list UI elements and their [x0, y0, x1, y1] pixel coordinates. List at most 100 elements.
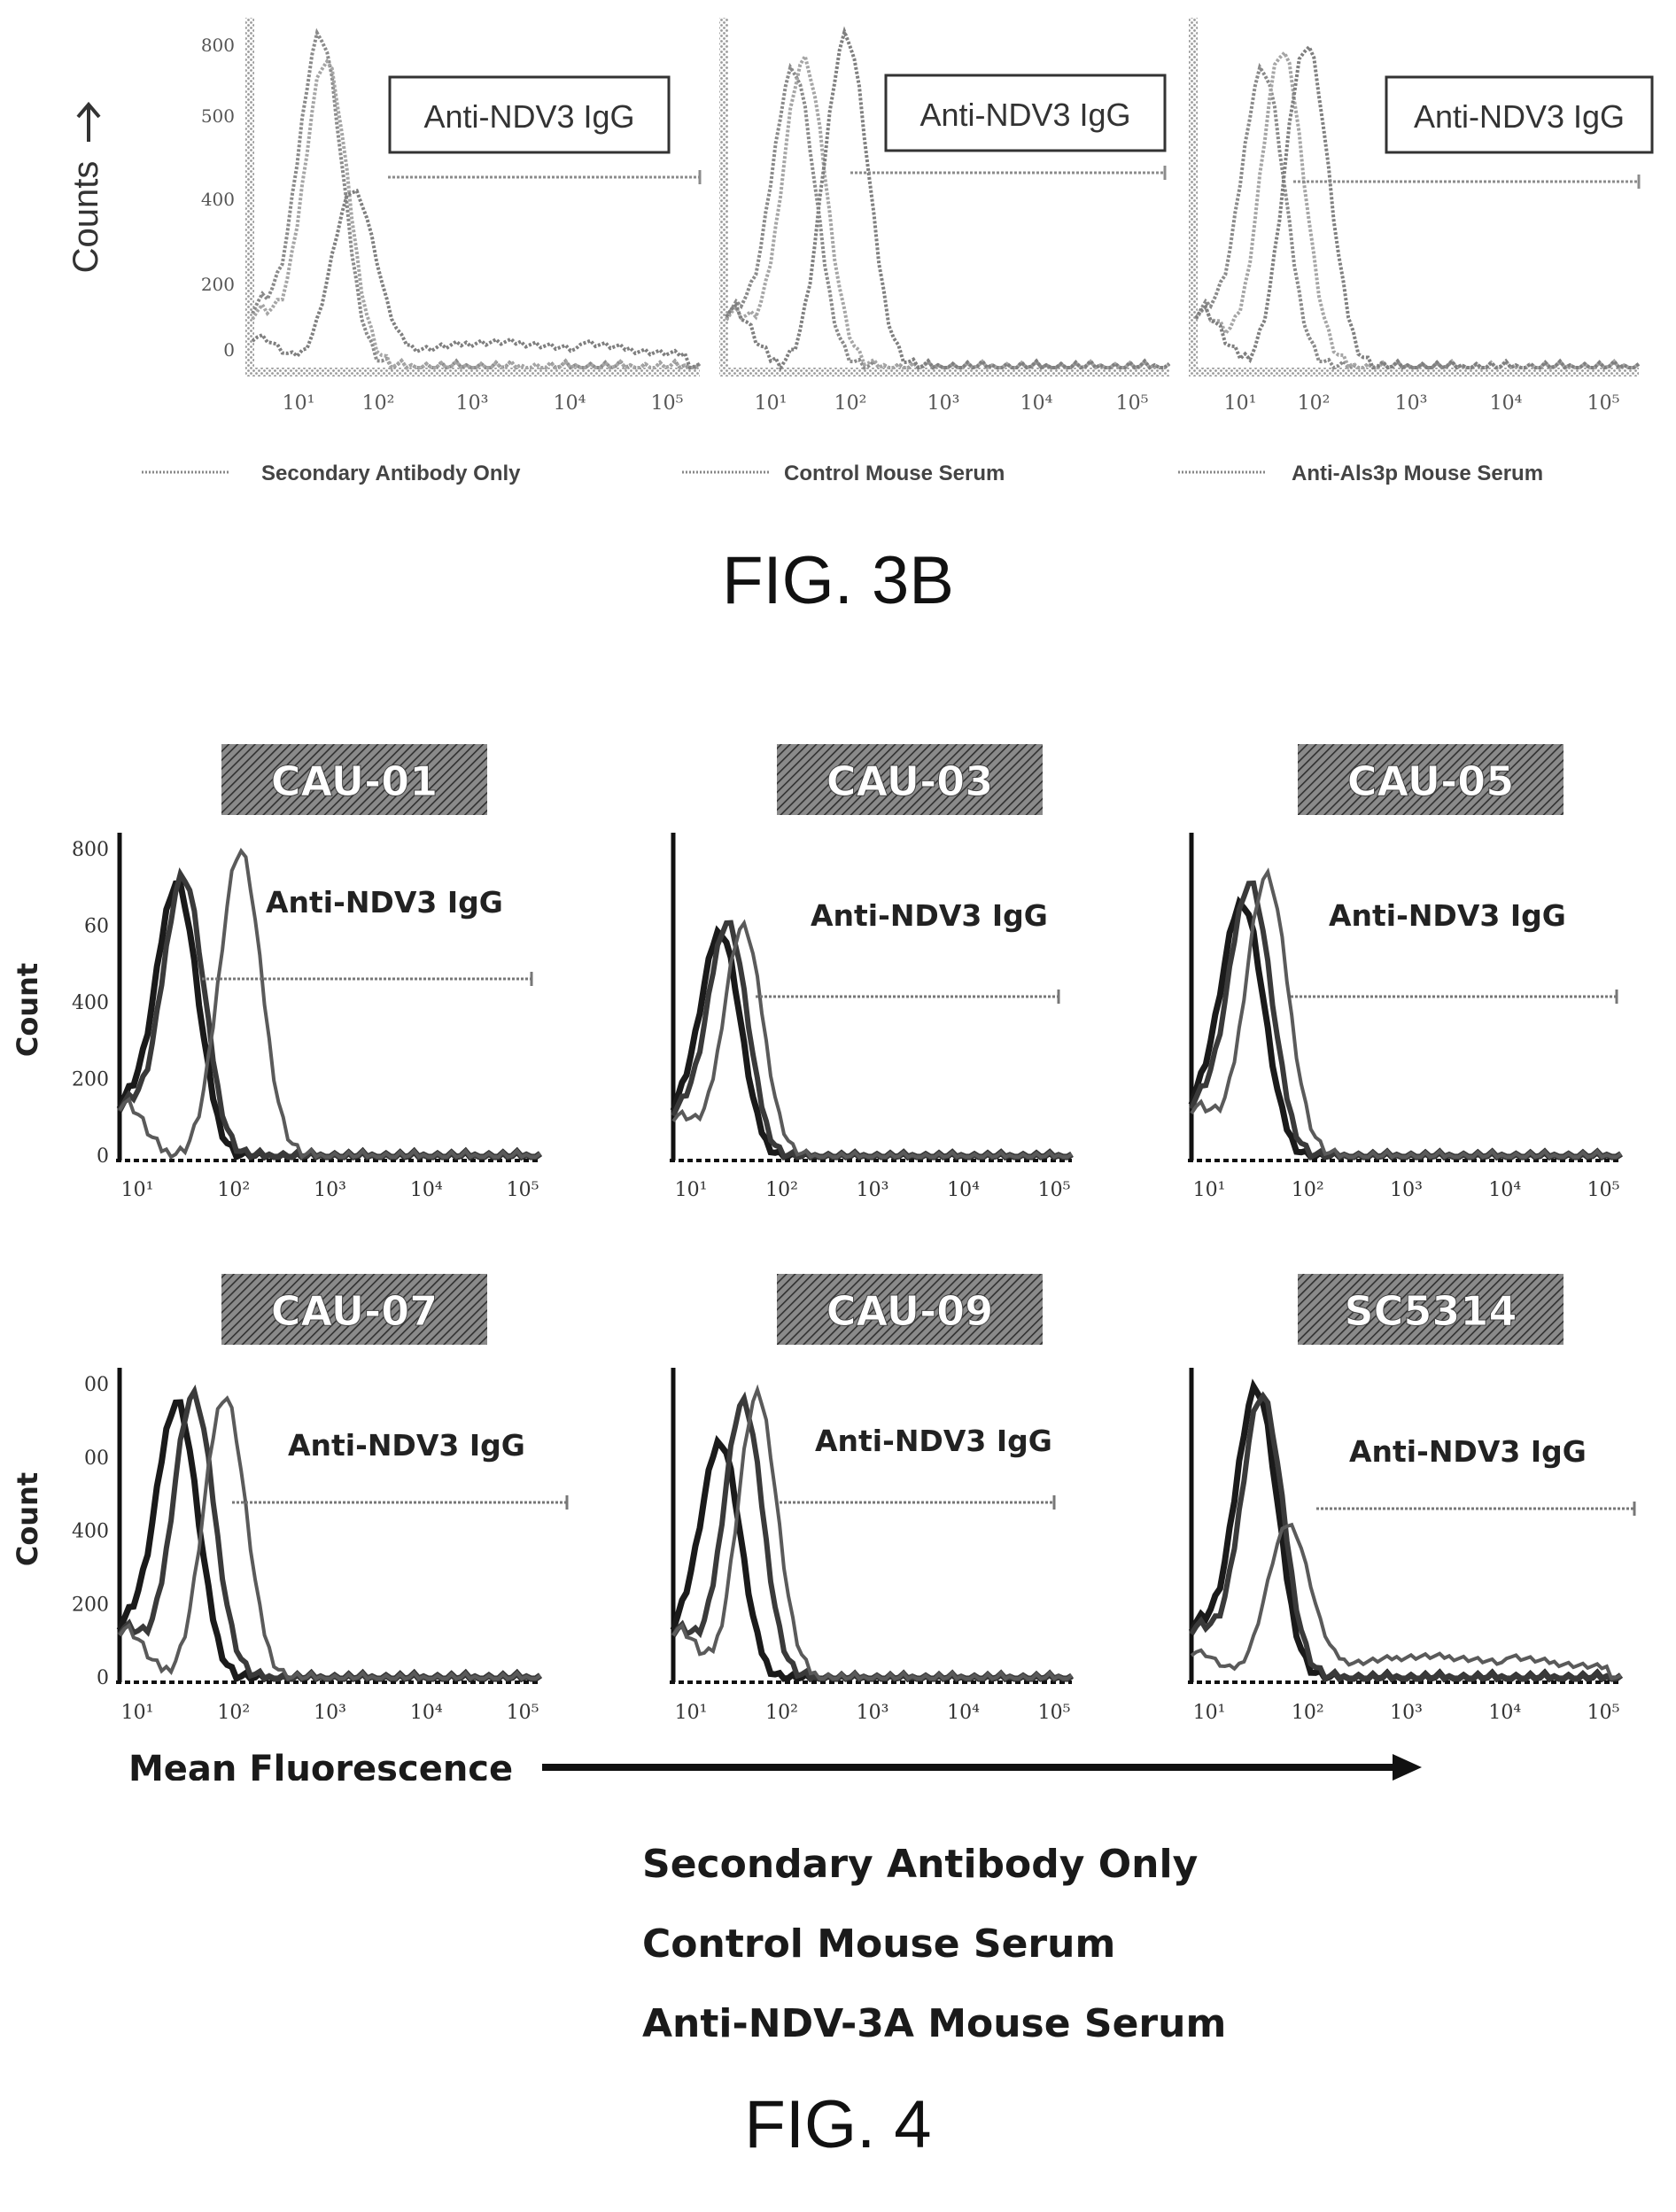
- fig3b-series-anti-als3p-mouse-serum: [1194, 43, 1641, 370]
- fig4-x-tick-label: 10³: [314, 1702, 346, 1724]
- fig3b-series-control-mouse-serum: [1194, 50, 1641, 370]
- fig3b-x-axis: [245, 368, 700, 376]
- fig4-panel-cau-01: CAU-01 Anti-NDV3 IgG 10¹ 10² 10³ 10⁴ 10⁵ 0 200 40…: [72, 744, 543, 1201]
- fig3b-y-tick-label: 200: [201, 274, 235, 295]
- fig3b-ylabel-arrow-icon: [76, 101, 101, 142]
- fig3b-y-tick-label: 500: [201, 105, 235, 127]
- fig4-ylabel-row2: Count: [11, 1472, 44, 1566]
- fig3b-legend-label: Control Mouse Serum: [784, 462, 1005, 485]
- fig4-x-tick-label: 10⁵: [1038, 1179, 1071, 1201]
- fig4-xlabel: Mean Fluorescence: [128, 1749, 513, 1781]
- fig3b-y-tick-label: 800: [201, 35, 235, 56]
- fig4-series-secondary-antibody-only: [670, 1434, 1074, 1683]
- fig4-series-anti-ndv-3a-mouse-serum: [671, 919, 1074, 1160]
- fig4-x-tick-label: 10¹: [1193, 1702, 1226, 1724]
- fig4-y-tick-label: 00: [84, 1374, 109, 1396]
- fig3b-series-secondary-antibody-only: [1194, 62, 1641, 370]
- fig4-x-tick-label: 10¹: [121, 1702, 154, 1724]
- fig4-x-tick-label: 10²: [1292, 1179, 1324, 1201]
- fig3b-x-axis: [719, 368, 1169, 376]
- fig4-x-tick-label: 10⁴: [410, 1702, 443, 1724]
- fig3b-y-axis: [245, 18, 254, 373]
- fig3b-gate-label: Anti-NDV3 IgG: [919, 97, 1130, 133]
- fig4-series-anti-ndv-3a-mouse-serum: [1190, 867, 1623, 1160]
- fig4-gate-label: Anti-NDV3 IgG: [811, 898, 1048, 933]
- fig3b-y-axis: [1189, 18, 1198, 373]
- fig3b-ylabel: Counts: [66, 161, 105, 274]
- fig4-figure: CAU-01 Anti-NDV3 IgG 10¹ 10² 10³ 10⁴ 10⁵ 0 200 40…: [11, 744, 1636, 1781]
- fig4-x-tick-label: 10¹: [675, 1179, 708, 1201]
- fig3b-x-tick-label: 10³: [927, 392, 960, 415]
- fig3b-x-tick-label: 10⁴: [554, 392, 586, 415]
- fig3b-y-tick-label: 400: [201, 189, 235, 210]
- fig4-x-tick-label: 10²: [765, 1702, 798, 1724]
- fig4-x-tick-label: 10⁵: [1587, 1179, 1620, 1201]
- fig4-x-tick-label: 10²: [217, 1179, 250, 1201]
- fig4-x-tick-label: 10¹: [675, 1702, 708, 1724]
- fig4-panel-title-box: [1298, 1274, 1563, 1345]
- fig3b-gate-box: [884, 74, 1167, 152]
- fig4-x-tick-label: 10³: [857, 1179, 889, 1201]
- fig4-panel-title: CAU-03: [826, 757, 993, 805]
- fig4-x-tick-label: 10²: [1292, 1702, 1324, 1724]
- fig4-x-tick-label: 10¹: [1193, 1179, 1226, 1201]
- fig3b-y-axis: [719, 18, 728, 373]
- fig3b-panel-3: Anti-NDV3 IgG 10¹ 10² 10³ 10⁴ 10⁵: [1189, 18, 1654, 415]
- fig4-series-secondary-antibody-only: [116, 880, 543, 1161]
- fig4-gate-label: Anti-NDV3 IgG: [266, 885, 503, 920]
- fig4-panel-title-box: [777, 1274, 1043, 1345]
- fig4-legend: Secondary Antibody Only Control Mouse Se…: [642, 1825, 1226, 2064]
- fig4-panel-title-box: [777, 744, 1043, 815]
- fig4-panel-title: CAU-07: [271, 1287, 438, 1335]
- fig4-x-tick-label: 10³: [314, 1179, 346, 1201]
- fig4-panel-title: CAU-01: [271, 757, 438, 805]
- fig3b-panel-1: Anti-NDV3 IgG 10¹ 10² 10³ 10⁴ 10⁵: [245, 18, 702, 415]
- fig4-y-tick-label: 0: [97, 1667, 109, 1689]
- fig3b-gate-label: Anti-NDV3 IgG: [423, 98, 634, 135]
- fig3b-series-control-mouse-serum: [251, 58, 702, 370]
- fig4-y-tick-label: 800: [72, 839, 109, 861]
- fig4-series-secondary-antibody-only: [1188, 1378, 1624, 1683]
- fig4-label: FIG. 4: [744, 2087, 932, 2162]
- fig4-series-anti-ndv-3a-mouse-serum: [118, 1395, 542, 1681]
- fig4-x-tick-label: 10⁵: [1587, 1702, 1620, 1724]
- fig3b-series-anti-als3p-mouse-serum: [251, 188, 701, 370]
- fig4-x-tick-label: 10⁵: [1038, 1702, 1071, 1724]
- fig4-panel-title-box: [221, 744, 487, 815]
- fig3b-panel-2: Anti-NDV3 IgG 10¹ 10² 10³ 10⁴ 10⁵: [719, 18, 1171, 415]
- fig4-x-tick-label: 10⁴: [947, 1702, 980, 1724]
- fig4-y-tick-label: 200: [72, 1594, 109, 1616]
- fig3b-series-control-mouse-serum: [725, 51, 1171, 370]
- fig4-x-tick-label: 10⁵: [507, 1702, 539, 1724]
- fig4-panel-cau-07: CAU-07 Anti-NDV3 IgG 10¹ 10² 10³ 10⁴ 10⁵ 0 200 40…: [72, 1274, 569, 1724]
- fig4-series-anti-ndv-3a-mouse-serum: [1190, 1522, 1622, 1681]
- fig3b-x-tick-label: 10⁴: [1490, 392, 1523, 415]
- fig4-x-tick-label: 10³: [857, 1702, 889, 1724]
- fig4-x-tick-label: 10³: [1390, 1702, 1423, 1724]
- fig4-xlabel-arrow-icon: [542, 1754, 1422, 1781]
- fig4-legend-item-control: Control Mouse Serum: [642, 1921, 1116, 1967]
- fig4-x-tick-label: 10³: [1390, 1179, 1423, 1201]
- fig4-x-tick-label: 10⁴: [947, 1179, 980, 1201]
- fig4-x-tick-label: 10¹: [121, 1179, 154, 1201]
- fig4-y-tick-label: 400: [72, 1521, 109, 1543]
- fig4-y-tick-label: 60: [84, 916, 109, 938]
- fig3b-x-tick-label: 10⁵: [1116, 392, 1149, 415]
- fig3b-y-tick-label: 0: [223, 339, 235, 361]
- fig4-panel-title-box: [1298, 744, 1563, 815]
- fig4-gate-label: Anti-NDV3 IgG: [1349, 1434, 1587, 1469]
- fig3b-x-tick-label: 10³: [1395, 392, 1428, 415]
- fig4-panel-cau-05: CAU-05 Anti-NDV3 IgG 10¹ 10² 10³ 10⁴ 10⁵: [1188, 744, 1623, 1201]
- fig4-legend-item-anti-ndv3a: Anti-NDV-3A Mouse Serum: [642, 2001, 1227, 2046]
- fig4-legend-item-secondary: Secondary Antibody Only: [642, 1842, 1199, 1887]
- fig4-series-anti-ndv-3a-mouse-serum: [671, 1384, 1074, 1681]
- fig3b-series-anti-als3p-mouse-serum: [725, 26, 1171, 371]
- fig4-panel-title-box: [221, 1274, 487, 1345]
- fig4-y-tick-label: 00: [84, 1448, 109, 1470]
- fig3b-x-tick-label: 10³: [456, 392, 489, 415]
- fig4-panel-title: SC5314: [1345, 1287, 1517, 1335]
- fig3b-legend-label: Anti-Als3p Mouse Serum: [1292, 462, 1543, 485]
- fig4-y-tick-label: 200: [72, 1069, 109, 1091]
- fig4-gate-label: Anti-NDV3 IgG: [288, 1428, 525, 1463]
